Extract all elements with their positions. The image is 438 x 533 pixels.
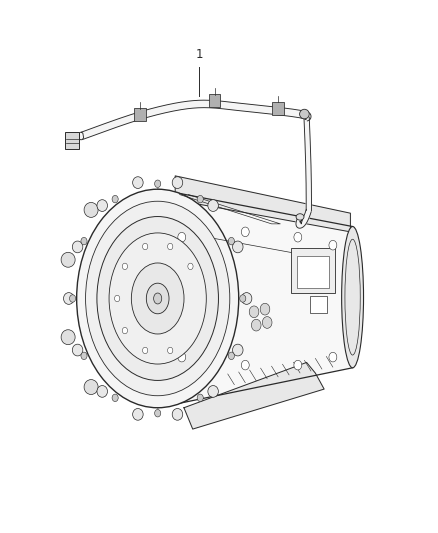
Circle shape [241,360,249,370]
Ellipse shape [146,283,169,314]
Circle shape [262,317,272,328]
Ellipse shape [122,327,127,334]
Circle shape [241,227,249,237]
FancyBboxPatch shape [310,296,327,313]
Ellipse shape [142,347,148,353]
Ellipse shape [81,237,87,245]
Polygon shape [175,176,350,232]
Polygon shape [304,117,311,211]
Ellipse shape [84,379,98,394]
Ellipse shape [197,196,203,203]
Ellipse shape [70,295,76,302]
Ellipse shape [296,214,304,220]
Polygon shape [184,362,324,429]
Ellipse shape [72,344,83,356]
Ellipse shape [228,237,234,245]
FancyBboxPatch shape [297,256,329,288]
Polygon shape [158,189,353,408]
Ellipse shape [172,177,183,189]
Ellipse shape [77,189,239,408]
Ellipse shape [109,233,206,364]
Ellipse shape [84,203,98,217]
Ellipse shape [168,347,173,353]
Circle shape [249,306,259,318]
FancyBboxPatch shape [65,132,79,149]
Circle shape [294,360,302,370]
Ellipse shape [233,241,243,253]
Ellipse shape [61,330,75,345]
Ellipse shape [97,385,107,397]
Ellipse shape [342,227,364,368]
Ellipse shape [154,293,162,304]
FancyBboxPatch shape [291,248,335,293]
Ellipse shape [81,352,87,360]
Ellipse shape [155,409,161,417]
Ellipse shape [172,408,183,420]
Ellipse shape [241,293,252,304]
Ellipse shape [233,344,243,356]
Ellipse shape [228,352,234,360]
Ellipse shape [112,394,118,401]
Ellipse shape [133,408,143,420]
Circle shape [329,240,337,250]
Ellipse shape [142,244,148,250]
Polygon shape [78,100,311,140]
Ellipse shape [114,295,120,302]
FancyBboxPatch shape [272,102,284,115]
Circle shape [251,319,261,331]
FancyBboxPatch shape [134,108,146,121]
Text: 1: 1 [195,49,203,61]
Ellipse shape [300,109,309,119]
Ellipse shape [208,385,219,397]
Ellipse shape [133,177,143,189]
Ellipse shape [97,216,219,381]
Ellipse shape [61,252,75,267]
Ellipse shape [197,394,203,401]
Ellipse shape [188,263,193,270]
Circle shape [178,352,186,362]
Ellipse shape [155,180,161,188]
FancyBboxPatch shape [209,94,220,107]
Ellipse shape [85,201,230,395]
Ellipse shape [240,295,246,302]
Circle shape [329,352,337,362]
Circle shape [178,232,186,242]
Ellipse shape [97,200,107,212]
Circle shape [260,303,270,315]
Ellipse shape [208,200,219,212]
Polygon shape [296,209,311,228]
Circle shape [294,232,302,242]
Ellipse shape [122,263,127,270]
Ellipse shape [72,241,83,253]
Ellipse shape [64,293,74,304]
Ellipse shape [112,196,118,203]
Ellipse shape [131,263,184,334]
Ellipse shape [168,244,173,250]
